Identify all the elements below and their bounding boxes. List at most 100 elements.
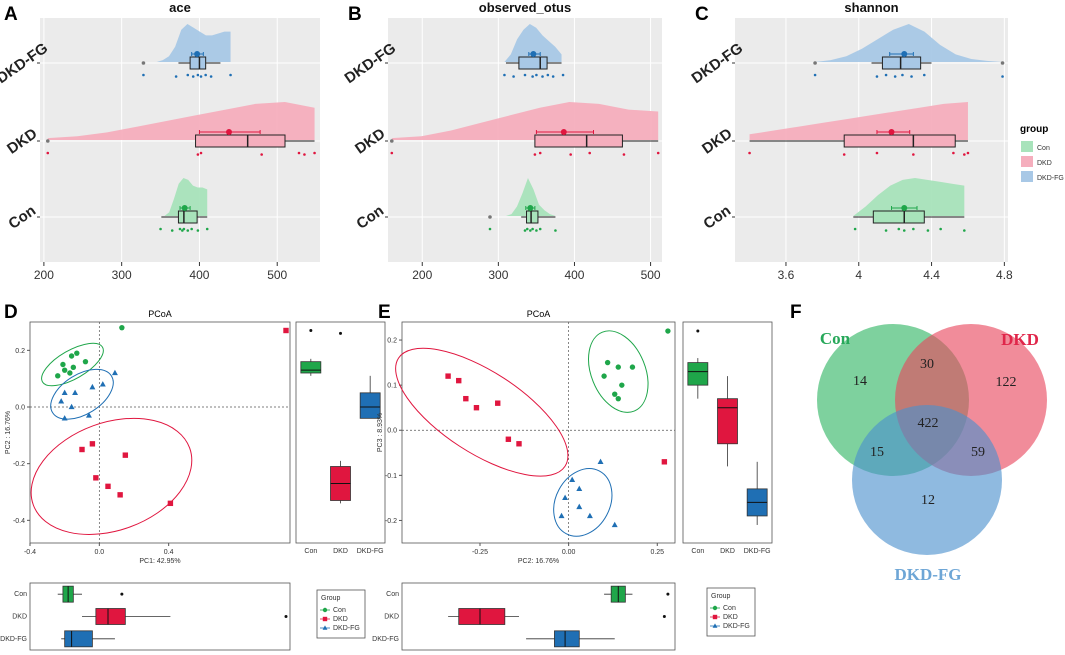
scatter-point: [89, 383, 96, 390]
x-tick-label: 0.4: [164, 549, 174, 556]
data-point: [313, 151, 316, 155]
x-tick-label: -0.25: [472, 549, 488, 556]
scatter-point: [445, 373, 451, 379]
legend-label: DKD: [723, 614, 738, 621]
legend-label: Con: [723, 605, 736, 612]
density-cloud: [505, 178, 556, 216]
legend-marker: [322, 607, 328, 613]
data-point: [926, 229, 930, 232]
scatter-point: [61, 415, 68, 421]
y-tick-label: 0.1: [387, 383, 397, 390]
confidence-ellipse: [30, 417, 193, 535]
box-category-label: Con: [691, 548, 704, 555]
data-point: [912, 153, 915, 156]
data-point: [523, 229, 527, 232]
outlier-point: [1000, 61, 1005, 65]
scatter-point: [61, 367, 68, 373]
box-category-label: Con: [304, 548, 317, 555]
data-point: [535, 73, 538, 77]
data-point: [174, 75, 178, 78]
confidence-ellipse: [553, 468, 613, 537]
data-point: [963, 229, 966, 232]
data-point: [541, 75, 544, 78]
scatter-point: [516, 441, 522, 447]
x-tick-label: 0.0: [94, 549, 104, 556]
scatter-point: [601, 373, 607, 379]
box-category-label: DKD: [333, 548, 348, 555]
venn-count-con-dkd-fg: 15: [870, 445, 884, 460]
legend-marker: [322, 616, 328, 622]
data-point: [297, 151, 301, 155]
outlier-point: [390, 139, 394, 143]
data-point: [963, 153, 966, 156]
scatter-point: [68, 353, 75, 359]
pcoa-panel-e: PCoA -0.25 0.00 0.25 0.2 0.1 0.0 -0.1 -0.2 PC2: 1…: [372, 309, 773, 651]
scatter-point: [67, 370, 73, 376]
box: [518, 56, 548, 70]
x-tick-label: 300: [488, 268, 508, 282]
confidence-ellipse: [395, 347, 569, 477]
data-point: [182, 227, 186, 231]
legend-label: DKD: [1037, 160, 1052, 167]
box: [534, 134, 623, 148]
box: [300, 361, 322, 374]
y-tick-label: Con: [5, 202, 39, 233]
box: [717, 398, 738, 445]
data-point: [488, 227, 492, 231]
mean-point: [901, 51, 908, 57]
venn-count-dkd-fg-only: 12: [921, 493, 935, 508]
mean-point: [226, 129, 232, 135]
data-point: [897, 227, 901, 231]
density-cloud: [164, 178, 208, 216]
y-tick-label: DKD: [4, 125, 41, 158]
box-category-label: DKD-FG: [357, 548, 384, 555]
scatter-point: [70, 364, 77, 371]
legend-label: DKD: [333, 616, 348, 623]
data-point: [196, 229, 200, 232]
data-point: [842, 153, 846, 156]
legend-label: Con: [1037, 145, 1050, 152]
scatter-point: [661, 459, 668, 465]
right-box-frame: [295, 321, 386, 544]
scatter-point: [576, 503, 583, 510]
density-cloud: [391, 102, 659, 140]
y-tick-label: DKD: [352, 125, 389, 158]
x-tick-label: 4: [855, 268, 862, 282]
data-point: [531, 75, 534, 78]
data-point: [46, 151, 50, 155]
legend-title: group: [1020, 124, 1048, 135]
y-tick-label: 0.0: [15, 405, 25, 412]
data-point: [569, 153, 572, 156]
data-point: [901, 73, 904, 77]
scatter-point: [117, 492, 123, 498]
scatter-point: [105, 483, 111, 490]
data-point: [196, 153, 200, 156]
scatter-point: [612, 391, 618, 397]
data-point: [190, 227, 193, 231]
venn-count-dkd-only: 122: [996, 375, 1017, 390]
box: [189, 56, 207, 70]
data-point: [186, 229, 190, 232]
legend-label: Con: [333, 607, 346, 614]
legend-label: DKD-FG: [333, 625, 360, 632]
data-point: [178, 227, 182, 231]
outlier-point: [666, 592, 670, 596]
scatter-point: [122, 452, 129, 458]
x-tick-label: -0.4: [24, 549, 36, 556]
pcoa-panel-d: PCoA -0.4 0.0 0.4 0.2 0.0 -0.2 -0.4 PC1: 42.95% P…: [0, 309, 386, 651]
scatter-point: [72, 389, 79, 395]
box: [843, 134, 956, 148]
scatter-point: [597, 458, 604, 464]
scatter-point: [99, 381, 106, 387]
outlier-point: [141, 61, 146, 65]
outlier-point: [662, 615, 666, 618]
venn-count-con-dkd: 30: [920, 357, 934, 372]
data-point: [910, 75, 913, 78]
data-point: [875, 151, 879, 155]
data-point: [533, 153, 537, 156]
venn-label-dkd-fg: DKD-FG: [894, 565, 961, 584]
y-tick-label: 0.2: [15, 348, 25, 355]
legend-swatch: [1021, 171, 1033, 182]
box: [881, 56, 922, 70]
data-point: [229, 73, 232, 77]
